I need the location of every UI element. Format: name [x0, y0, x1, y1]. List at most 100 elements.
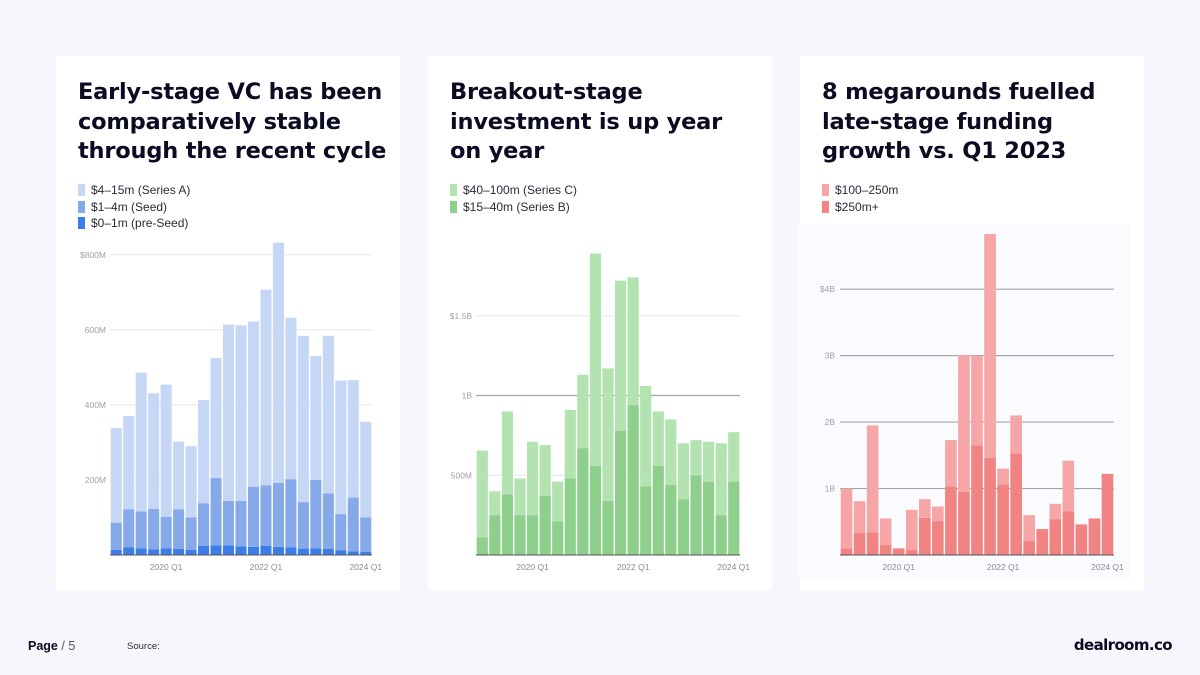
- bar-segment: [932, 506, 944, 522]
- bar-segment: [185, 549, 197, 555]
- x-tick-label: 2024 Q1: [1091, 562, 1124, 572]
- legend-swatch: [450, 200, 457, 213]
- x-tick-label: 2024 Q1: [717, 562, 750, 572]
- x-tick-label: 2020 Q1: [516, 562, 549, 572]
- bar-segment: [552, 521, 564, 555]
- bar-segment: [514, 478, 526, 516]
- bar-segment: [347, 497, 359, 552]
- bar-segment: [997, 484, 1009, 555]
- bar-segment: [285, 479, 297, 548]
- bar-segment: [198, 503, 210, 546]
- legend-label: $40–100m (Series C): [463, 183, 578, 198]
- bar-segment: [971, 445, 983, 555]
- bar-segment: [866, 532, 879, 555]
- x-tick-label: 2020 Q1: [882, 562, 915, 572]
- legend-label: $0–1m (pre-Seed): [91, 216, 189, 231]
- bar-segment: [853, 533, 866, 555]
- bar-segment: [564, 409, 576, 479]
- bar-segment: [489, 491, 501, 516]
- x-tick-label: 2022 Q1: [987, 562, 1020, 572]
- chart-title: Early-stage VC has been comparatively st…: [78, 79, 387, 164]
- bar-segment: [627, 277, 639, 406]
- bar-segment: [297, 335, 309, 503]
- bar-segment: [347, 551, 359, 555]
- bar-segment: [526, 441, 539, 516]
- legend-swatch: [450, 184, 457, 197]
- bar-segment: [665, 419, 677, 485]
- bar-segment: [945, 486, 957, 555]
- bar-segment: [602, 368, 614, 501]
- y-tick-label: $800M: [80, 250, 106, 260]
- y-tick-label: 1B: [825, 484, 836, 494]
- bar-segment: [984, 457, 996, 555]
- legend-label: $100–250m: [835, 183, 899, 198]
- bar-segment: [360, 517, 372, 552]
- bar-segment: [235, 500, 247, 547]
- x-tick-label: 2020 Q1: [150, 562, 183, 572]
- bar-segment: [728, 432, 740, 482]
- bar-segment: [1049, 503, 1062, 520]
- bar-segment: [971, 355, 983, 446]
- bar-segment: [335, 380, 347, 515]
- bar-segment: [148, 508, 160, 550]
- bar-segment: [677, 443, 690, 500]
- bar-segment: [879, 545, 892, 555]
- dealroom-logo: dealroom.co: [1073, 636, 1173, 654]
- bar-segment: [222, 545, 235, 555]
- bar-segment: [210, 478, 222, 546]
- bar-segment: [501, 494, 514, 555]
- bar-segment: [501, 411, 514, 495]
- bar-segment: [310, 356, 322, 480]
- bar-segment: [235, 546, 247, 555]
- bar-segment: [335, 514, 347, 551]
- bar-segment: [110, 428, 122, 523]
- bar-segment: [577, 374, 589, 449]
- bar-segment: [1023, 541, 1036, 555]
- bar-segment: [905, 509, 918, 550]
- bar-segment: [135, 548, 147, 555]
- bar-segment: [247, 546, 260, 555]
- y-tick-label: 200M: [85, 475, 106, 485]
- bar-segment: [702, 441, 715, 482]
- bar-segment: [185, 446, 197, 518]
- legend-swatch: [822, 200, 829, 213]
- bar-segment: [918, 499, 931, 518]
- bar-segment: [135, 372, 147, 512]
- legend-swatch: [78, 200, 85, 213]
- bar-segment: [945, 440, 957, 487]
- bar-segment: [160, 548, 172, 555]
- bar-segment: [1101, 473, 1114, 555]
- bar-segment: [322, 548, 334, 555]
- chart-legend: $40–100m (Series C) $15–40m (Series B): [450, 182, 577, 215]
- page-label: Page: [28, 639, 58, 653]
- bar-segment: [476, 450, 488, 538]
- bar-segment: [222, 500, 235, 546]
- bar-segment: [840, 548, 853, 555]
- y-tick-label: 600M: [85, 325, 106, 335]
- bar-segment: [853, 501, 866, 534]
- bar-segment: [1010, 415, 1022, 454]
- bar-segment: [539, 495, 551, 555]
- bar-segment: [526, 515, 539, 555]
- page-indicator: Page / 5: [28, 639, 75, 653]
- y-tick-label: 400M: [85, 400, 106, 410]
- bar-segment: [272, 482, 284, 547]
- legend-swatch: [78, 184, 85, 197]
- chart-title: 8 megarounds fuelled late-stage funding …: [822, 79, 1096, 164]
- bar-segment: [322, 335, 334, 494]
- bar-segment: [614, 280, 627, 431]
- bar-segment: [123, 416, 135, 510]
- chart-card-breakout-stage: Breakout-stage investment is up year on …: [428, 56, 772, 590]
- chart-legend: $100–250m $250m+: [822, 182, 898, 215]
- legend-item: $40–100m (Series C): [450, 182, 577, 199]
- bar-segment: [866, 425, 879, 533]
- bar-segment: [552, 481, 564, 522]
- bar-segment: [148, 393, 160, 509]
- bar-segment: [360, 421, 372, 518]
- bar-segment: [564, 478, 576, 555]
- legend-label: $15–40m (Series B): [463, 199, 570, 214]
- bar-segment: [272, 546, 284, 555]
- bar-segment: [173, 548, 185, 555]
- bar-segment: [514, 515, 526, 555]
- bar-segment: [335, 550, 347, 555]
